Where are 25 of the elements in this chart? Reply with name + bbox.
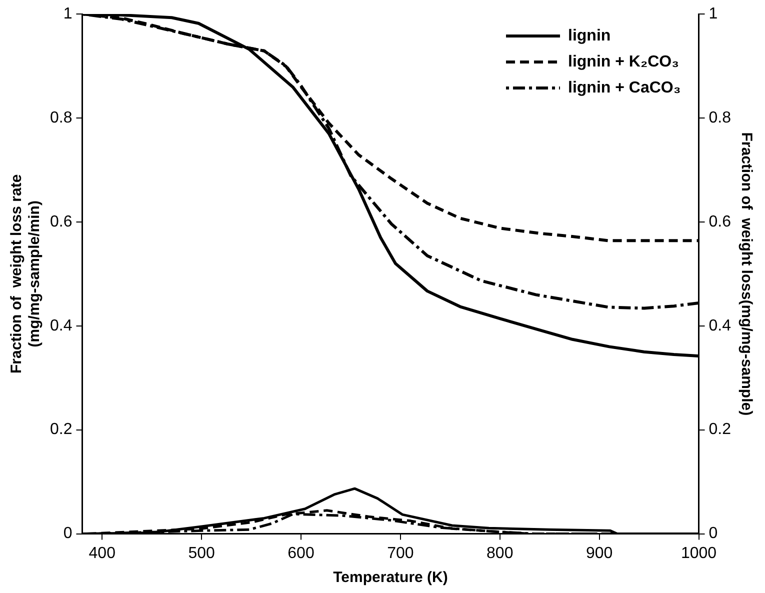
x-tick-label: 800 <box>486 544 514 562</box>
y-axis-title: Fraction of weight loss rate (mg/mg-sample/min) <box>8 174 44 374</box>
x-tick-label: 700 <box>387 544 414 562</box>
x-tick-label: 1000 <box>680 544 717 562</box>
y-tick-label: 0.4 <box>50 317 72 334</box>
y-tick-label: 0.2 <box>50 421 72 438</box>
x-tick-label: 600 <box>288 544 314 562</box>
x-tick-label: 900 <box>586 544 613 562</box>
y2-tick-label: 1 <box>708 5 718 22</box>
y2-tick-label: 0.4 <box>708 317 732 334</box>
y2-tick-label: 0 <box>708 525 718 542</box>
y2-tick-label: 0.6 <box>708 213 732 230</box>
x-tick-label: 500 <box>188 544 216 562</box>
legend-label: lignin <box>568 27 611 44</box>
legend-label: lignin + CaCO₃ <box>568 79 681 96</box>
x-tick-label: 400 <box>88 544 116 562</box>
y-tick-label: 0.8 <box>50 109 72 126</box>
x-axis-title: Temperature (K) <box>333 569 448 586</box>
y2-tick-label: 0.8 <box>708 109 732 126</box>
y-tick-label: 0 <box>63 525 72 542</box>
y-tick-label: 1 <box>63 5 72 22</box>
y-tick-label: 0.6 <box>50 213 72 230</box>
y2-tick-label: 0.2 <box>708 421 732 438</box>
y2-axis-title: Fraction of weight loss(mg/mg-sample) <box>738 132 755 416</box>
legend-label: lignin + K₂CO₃ <box>568 53 679 70</box>
